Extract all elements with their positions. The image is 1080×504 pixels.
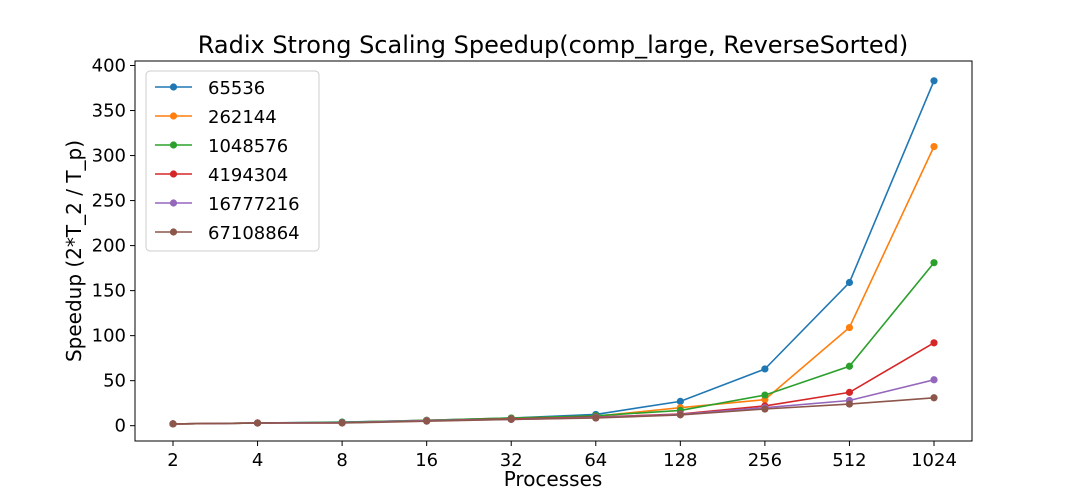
legend-marker-1048576: [169, 141, 178, 149]
data-point-67108864-1024: [930, 394, 938, 402]
data-point-67108864-64: [592, 414, 600, 422]
legend-marker-65536: [169, 83, 178, 91]
x-tick-label-8: 8: [336, 450, 347, 471]
legend-label-67108864: 67108864: [208, 223, 300, 244]
series-layer: [169, 77, 938, 428]
y-tick-label-150: 150: [92, 281, 126, 302]
series-4194304: [169, 339, 938, 428]
data-point-262144-512: [845, 323, 854, 332]
legend-marker-4194304: [169, 170, 178, 178]
y-tick-label-400: 400: [92, 56, 126, 77]
series-67108864: [169, 394, 938, 428]
legend-entry-16777216: 16777216: [155, 194, 300, 215]
data-point-65536-512: [845, 278, 854, 287]
legend-entry-65536: 65536: [155, 78, 265, 99]
legend-entry-4194304: 4194304: [155, 165, 288, 186]
legend-marker-16777216: [169, 199, 178, 207]
data-point-67108864-4: [253, 419, 262, 427]
legend: 65536 262144 1048576 4194304 16777216 6710886…: [145, 70, 320, 252]
y-axis-label: Speedup (2*T_2 / T_p): [62, 140, 86, 362]
legend-label-4194304: 4194304: [208, 165, 288, 186]
y-tick-label-50: 50: [103, 371, 126, 392]
legend-marker-262144: [169, 112, 178, 120]
series-16777216: [169, 376, 938, 428]
y-tick-label-350: 350: [92, 101, 126, 122]
x-tick-label-128: 128: [663, 450, 697, 471]
legend-marker-67108864: [169, 228, 178, 236]
legend-entry-1048576: 1048576: [155, 136, 288, 157]
data-point-65536-1024: [930, 77, 938, 85]
y-tick-label-200: 200: [92, 236, 126, 257]
x-tick-label-64: 64: [584, 450, 607, 471]
data-point-67108864-512: [845, 400, 854, 408]
x-tick-label-4: 4: [252, 450, 263, 471]
data-point-4194304-512: [845, 388, 854, 396]
x-axis-label: Processes: [504, 467, 603, 491]
data-point-67108864-8: [338, 419, 346, 427]
data-point-65536-256: [761, 365, 769, 373]
axes-layer: 2 4 8 16 32 64 128 256 512 1024 0 50 100 150 200 250 300…: [92, 56, 973, 471]
data-point-4194304-1024: [930, 339, 938, 347]
chart-title: Radix Strong Scaling Speedup(comp_large,…: [198, 31, 909, 59]
data-point-67108864-2: [169, 420, 177, 428]
legend-label-65536: 65536: [208, 78, 265, 99]
plot-frame: [134, 60, 973, 442]
series-line-4194304: [172, 342, 935, 425]
y-tick-label-0: 0: [115, 416, 126, 437]
series-line-67108864: [172, 397, 935, 425]
legend-label-262144: 262144: [208, 107, 277, 128]
legend-label-16777216: 16777216: [208, 194, 300, 215]
data-point-67108864-32: [507, 415, 515, 423]
x-tick-label-16: 16: [415, 450, 438, 471]
x-tick-label-256: 256: [748, 450, 782, 471]
x-tick-label-32: 32: [500, 450, 523, 471]
x-tick-label-2: 2: [167, 450, 178, 471]
legend-entry-262144: 262144: [155, 107, 277, 128]
data-point-65536-128: [676, 397, 684, 405]
data-point-67108864-16: [423, 417, 431, 425]
y-tick-label-250: 250: [92, 191, 126, 212]
data-point-1048576-256: [761, 391, 769, 399]
data-point-67108864-256: [761, 405, 769, 413]
data-point-67108864-128: [676, 411, 684, 419]
y-tick-label-100: 100: [92, 326, 126, 347]
y-tick-label-300: 300: [92, 146, 126, 167]
series-line-1048576: [172, 262, 935, 425]
data-point-16777216-1024: [930, 376, 938, 384]
legend-entry-67108864: 67108864: [155, 223, 300, 244]
data-point-262144-1024: [930, 142, 938, 151]
data-point-1048576-512: [845, 362, 854, 370]
data-point-1048576-1024: [930, 259, 938, 267]
legend-label-1048576: 1048576: [208, 136, 288, 157]
x-tick-label-512: 512: [832, 450, 866, 471]
x-tick-label-1024: 1024: [911, 450, 957, 471]
